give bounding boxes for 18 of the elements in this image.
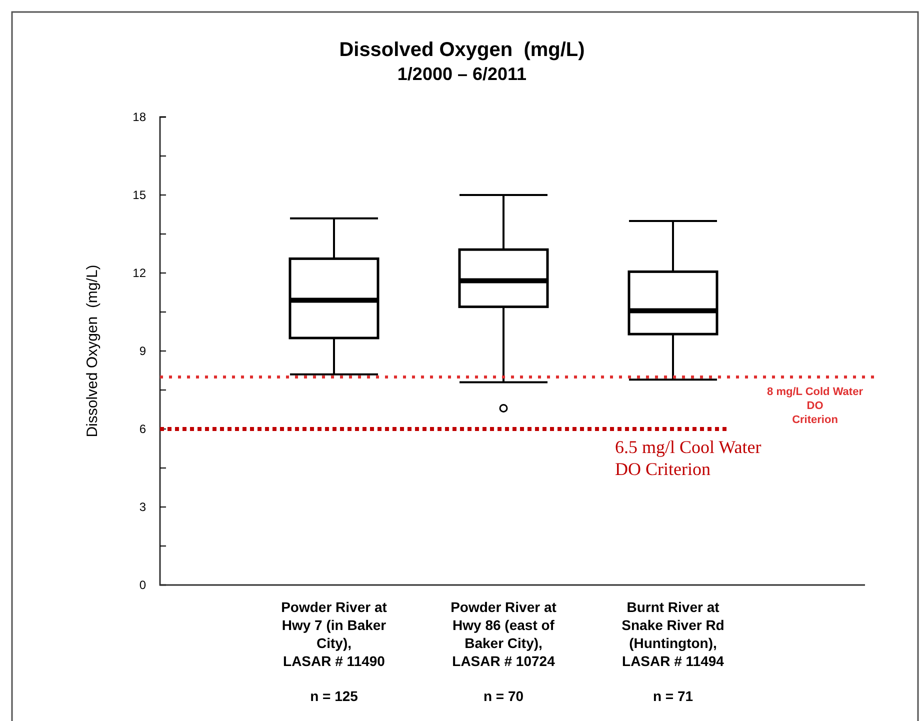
y-axis-title: Dissolved Oxygen (mg/L) (84, 264, 101, 438)
text: n = 70 (483, 688, 524, 704)
x-tick-label: Powder River at Hwy 7 (in Baker City), LASAR # 11490 (281, 599, 388, 669)
y-tick-label: 12 (132, 266, 146, 280)
text: n = 71 (652, 688, 694, 704)
x-tick-label: Powder River at Hwy 86 (east of Baker City), LASAR # 10724 (450, 599, 557, 669)
chart-title: Dissolved Oxygen (mg/L) (339, 39, 585, 61)
y-tick-label: 18 (132, 110, 146, 124)
ref-line-label: 6.5 mg/l Cool Water DO Criterion (615, 437, 762, 479)
y-tick-label: 3 (139, 500, 146, 514)
text: n = 125 (310, 688, 358, 704)
x-tick-label: Burnt River at Snake River Rd (Huntington), LASAR # 11494 (622, 599, 724, 669)
chart-subtitle: 1/2000 – 6/2011 (397, 64, 527, 84)
y-tick-label: 0 (139, 578, 146, 592)
y-tick-label: 9 (139, 344, 146, 358)
y-tick-label: 6 (139, 422, 146, 436)
y-tick-label: 15 (132, 188, 146, 202)
ref-line-label: 8 mg/L Cold Water DO Criterion (767, 386, 864, 426)
